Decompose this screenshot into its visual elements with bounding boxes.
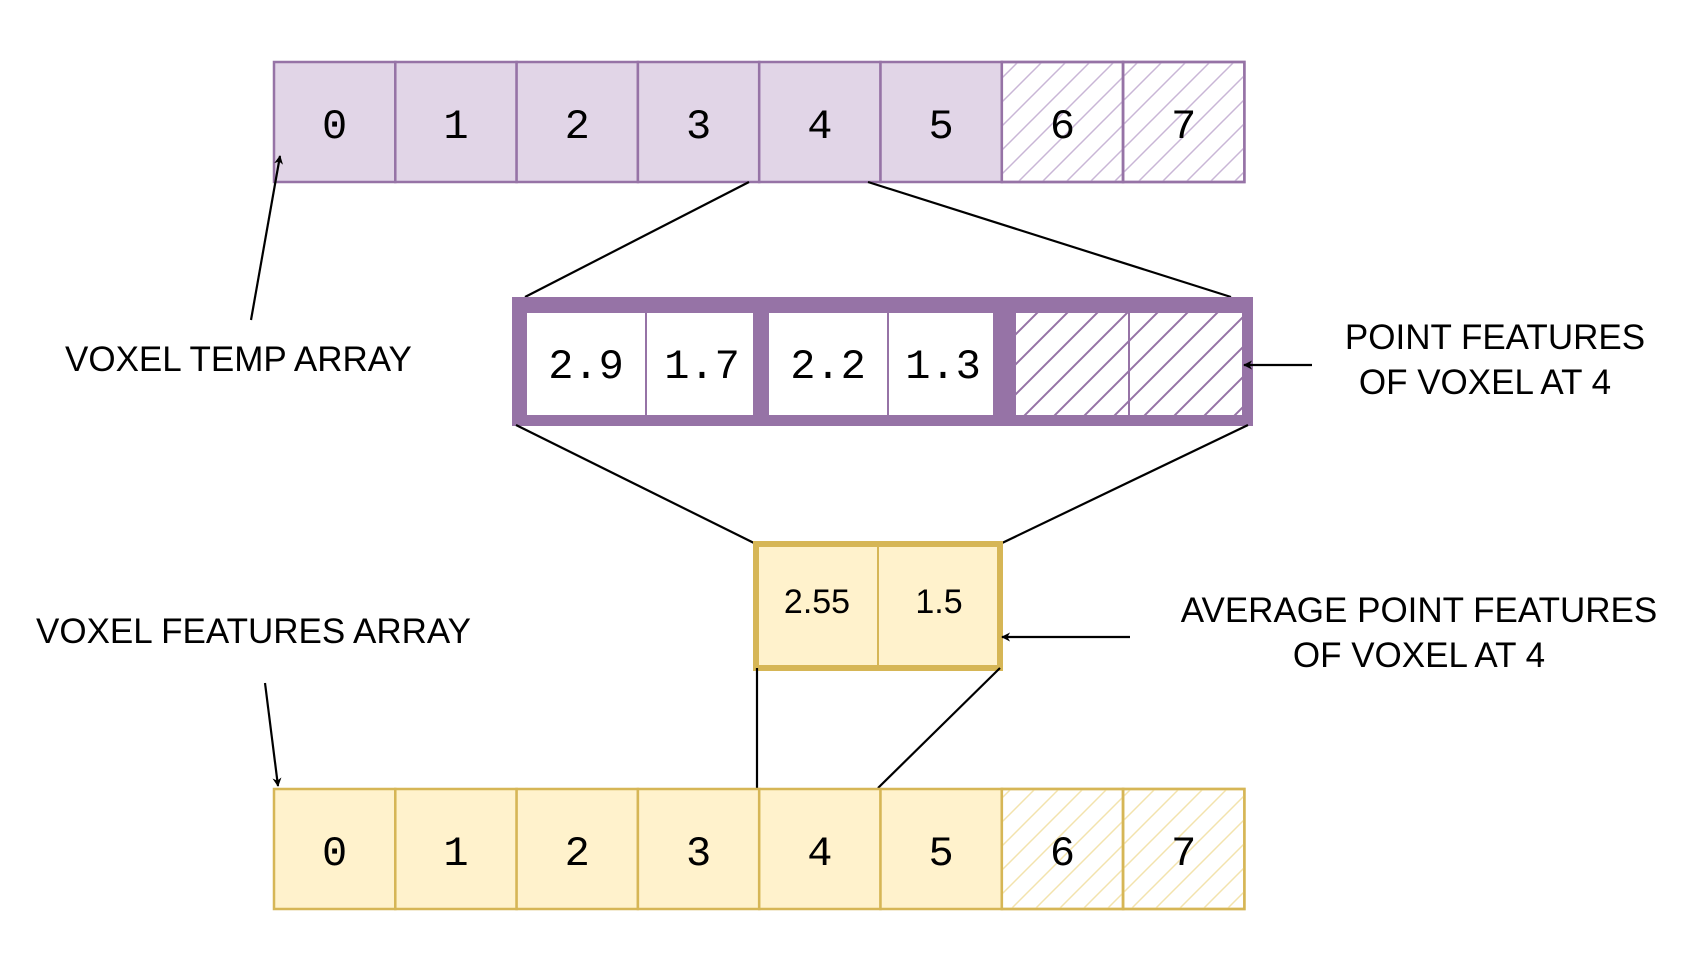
- point-features-label-line2: OF VOXEL AT 4: [1359, 363, 1611, 402]
- point-feature-value: 2.2: [790, 343, 866, 391]
- features-array-index-7: 7: [1171, 830, 1196, 878]
- features-array-cell-5: [879, 787, 1004, 911]
- features-array-cell-1: [394, 787, 518, 911]
- point-feature-value: 1.3: [905, 343, 981, 391]
- voxel-features-array: 0 1 2 3 4 5 6 7: [272, 787, 1246, 911]
- point-feature-value: 2.9: [548, 343, 624, 391]
- connector-average-right: [877, 667, 1001, 789]
- average-feature-cell: [877, 543, 1001, 669]
- connector-points-left: [515, 424, 757, 545]
- temp-array-cell-5: [879, 60, 1004, 184]
- features-array-index-6: 6: [1050, 830, 1075, 878]
- temp-array-index-1: 1: [443, 103, 468, 151]
- connector-points-right: [999, 424, 1249, 545]
- temp-array-index-7: 7: [1171, 103, 1196, 151]
- point-feature-empty-cell: [1014, 311, 1130, 417]
- temp-array-cell-hatch-7: [1121, 60, 1246, 184]
- average-feature-cell: [755, 543, 879, 669]
- temp-array-index-5: 5: [929, 103, 954, 151]
- voxel-temp-array-label: VOXEL TEMP ARRAY: [65, 340, 412, 379]
- features-array-index-1: 1: [443, 830, 468, 878]
- arrow-features-array: [263, 682, 282, 787]
- average-features-label-line2: OF VOXEL AT 4: [1293, 636, 1545, 675]
- average-features-block: 2.55 1.5: [753, 541, 1003, 671]
- voxel-temp-array: 0 1 2 3 4 5 6 7: [272, 60, 1246, 184]
- point-feature-cell: [525, 311, 647, 417]
- temp-array-index-6: 6: [1050, 103, 1075, 151]
- temp-array-index-2: 2: [565, 103, 590, 151]
- temp-array-index-0: 0: [322, 103, 347, 151]
- temp-array-index-4: 4: [807, 103, 832, 151]
- point-features-label-line1: POINT FEATURES: [1345, 318, 1645, 357]
- features-array-cell-hatch-7: [1121, 787, 1246, 911]
- features-array-index-5: 5: [929, 830, 954, 878]
- features-array-index-4: 4: [807, 830, 832, 878]
- temp-array-cell-2: [515, 60, 640, 184]
- temp-array-cell-4: [757, 60, 882, 184]
- average-feature-value: 1.5: [915, 583, 962, 621]
- temp-array-cell-hatch-6: [1000, 60, 1125, 184]
- point-feature-value: 1.7: [664, 343, 740, 391]
- average-features-frame: [753, 541, 1003, 671]
- point-feature-cell: [645, 311, 755, 417]
- features-array-cell-4: [757, 787, 882, 911]
- average-features-label-line1: AVERAGE POINT FEATURES: [1181, 591, 1657, 630]
- voxel-features-array-label: VOXEL FEATURES ARRAY: [36, 612, 471, 651]
- temp-array-index-3: 3: [686, 103, 711, 151]
- features-array-index-2: 2: [565, 830, 590, 878]
- point-feature-empty-cell: [1128, 311, 1244, 417]
- average-feature-value: 2.55: [784, 583, 850, 621]
- connector-temp-right: [867, 180, 1232, 299]
- features-array-cell-2: [515, 787, 640, 911]
- features-array-index-0: 0: [322, 830, 347, 878]
- point-feature-cell: [767, 311, 889, 417]
- temp-array-cell-1: [394, 60, 518, 184]
- point-features-block: 2.9 1.7 2.2 1.3: [512, 297, 1253, 426]
- features-array-cell-3: [636, 787, 761, 911]
- arrow-temp-array: [249, 155, 284, 321]
- temp-array-cell-0: [272, 60, 397, 184]
- features-array-cell-hatch-6: [1000, 787, 1125, 911]
- connector-temp-left: [524, 181, 750, 298]
- features-array-index-3: 3: [686, 830, 711, 878]
- point-feature-cell: [887, 311, 995, 417]
